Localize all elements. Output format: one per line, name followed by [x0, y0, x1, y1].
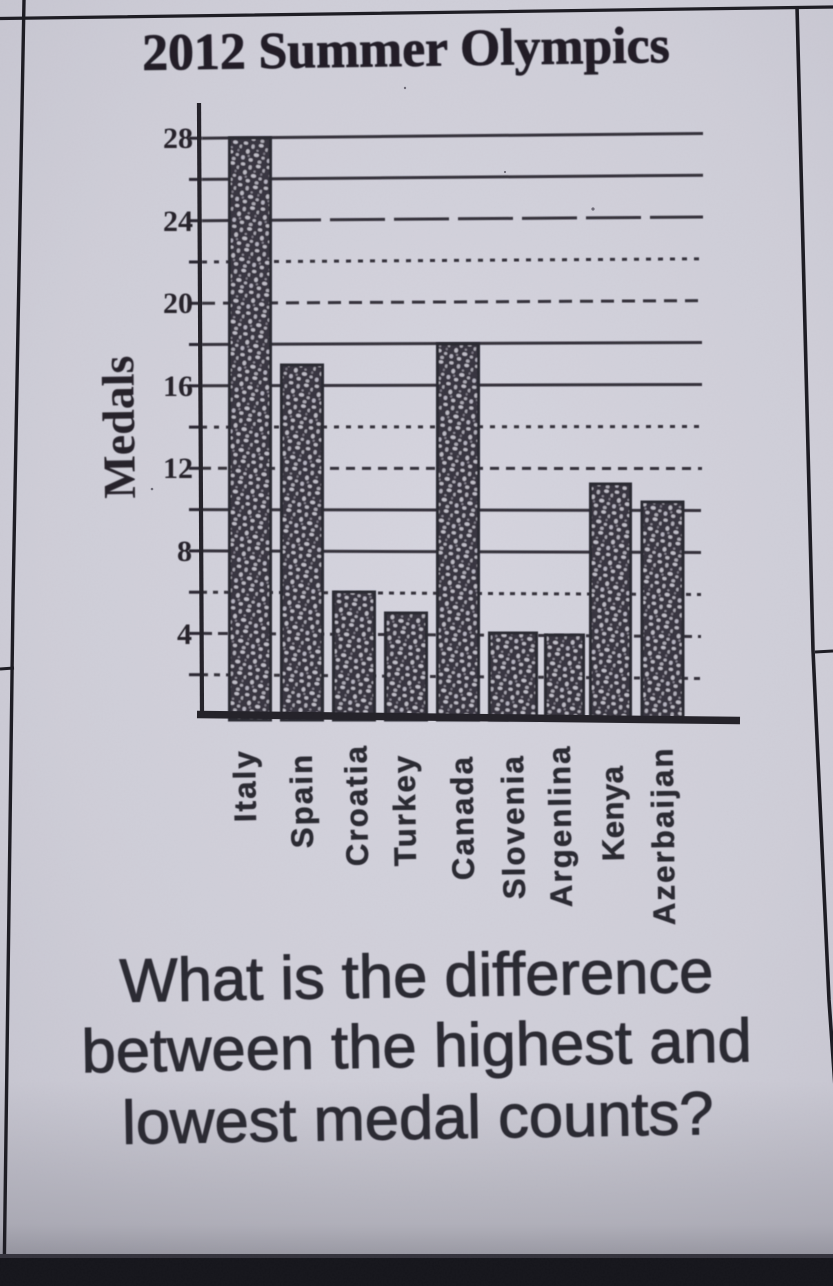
- svg-text:4: 4: [177, 618, 192, 651]
- svg-text:Kenya: Kenya: [595, 765, 631, 861]
- svg-text:Spain: Spain: [284, 753, 320, 849]
- svg-text:Canada: Canada: [444, 755, 481, 881]
- svg-text:16: 16: [163, 370, 193, 403]
- svg-text:Azerbaijan: Azerbaijan: [645, 746, 682, 925]
- svg-text:12: 12: [163, 452, 193, 485]
- svg-text:28: 28: [163, 122, 193, 155]
- svg-text:8: 8: [177, 535, 192, 568]
- svg-text:Slovenia: Slovenia: [495, 754, 532, 900]
- svg-text:Medals: Medals: [92, 355, 145, 499]
- svg-text:24: 24: [163, 205, 193, 238]
- svg-text:lowest medal counts?: lowest medal counts?: [122, 1079, 714, 1158]
- svg-text:between the highest and: between the highest and: [81, 1006, 752, 1086]
- svg-text:What is the difference: What is the difference: [119, 937, 714, 1016]
- svg-text:Croatia: Croatia: [338, 744, 375, 867]
- svg-text:2012 Summer Olympics: 2012 Summer Olympics: [142, 17, 670, 82]
- svg-text:20: 20: [163, 287, 193, 320]
- svg-text:Italy: Italy: [227, 749, 263, 823]
- svg-text:Argenlina: Argenlina: [542, 744, 579, 907]
- svg-text:Turkey: Turkey: [386, 753, 423, 866]
